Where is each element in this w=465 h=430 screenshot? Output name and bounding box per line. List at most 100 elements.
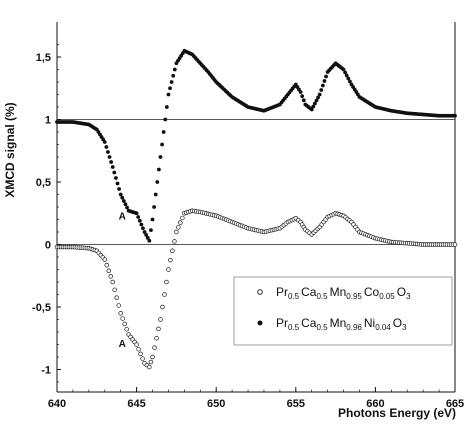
series-0-point-50 bbox=[154, 336, 159, 341]
series-open-circles bbox=[54, 208, 458, 370]
series-1-point-63 bbox=[155, 180, 160, 184]
y-ticks: 1,5 1 0,5 0 -0,5 -1 bbox=[32, 44, 61, 383]
series-1-point-64 bbox=[156, 167, 161, 172]
series-0-point-28 bbox=[110, 279, 115, 285]
series-1-point-161 bbox=[311, 104, 316, 109]
series-1-point-65 bbox=[158, 155, 163, 159]
series-0-point-30 bbox=[114, 295, 119, 300]
series-0-point-60 bbox=[174, 229, 179, 235]
series-0-point-57 bbox=[168, 257, 173, 263]
legend-box bbox=[233, 276, 453, 346]
series-0-point-29 bbox=[112, 287, 117, 293]
legend: Pr0.5 Ca0.5 Mn0.95 Co0.05 O3 Pr0.5 Ca0.5 Mn0.9… bbox=[233, 276, 453, 346]
y-tick-label-1: 1 bbox=[45, 115, 51, 127]
annotation-1: A bbox=[119, 339, 126, 350]
x-ticks: 640 645 650 655 660 665 bbox=[48, 387, 464, 410]
series-1-point-70 bbox=[166, 92, 171, 97]
series-0-point-200 bbox=[452, 242, 458, 247]
series-1-point-55 bbox=[142, 230, 147, 234]
series-1-point-33 bbox=[107, 155, 112, 159]
series-0-point-41 bbox=[136, 346, 141, 352]
series-0-point-52 bbox=[158, 317, 163, 322]
legend-label-0: Pr0.5 Ca0.5 Mn0.95 Co0.05 O3 bbox=[276, 285, 411, 301]
series-0-point-34 bbox=[122, 321, 127, 327]
x-tick-label-4: 660 bbox=[366, 398, 384, 410]
x-tick-label-3: 655 bbox=[287, 398, 305, 410]
y-tick-label-5: -1 bbox=[41, 365, 51, 377]
series-1-point-41 bbox=[120, 195, 125, 200]
y-tick-label-0: 1,5 bbox=[36, 52, 51, 64]
series-1-point-57 bbox=[145, 235, 150, 240]
series-1-point-155 bbox=[301, 98, 306, 103]
series-1-point-153 bbox=[298, 90, 303, 94]
series-0-point-25 bbox=[104, 262, 109, 268]
series-0-point-31 bbox=[116, 303, 121, 308]
series-filled-circles bbox=[55, 48, 457, 243]
series-0-point-59 bbox=[172, 239, 177, 244]
series-1-point-44 bbox=[125, 205, 129, 210]
y-tick-label-3: 0 bbox=[45, 240, 51, 252]
series-1-point-169 bbox=[324, 74, 328, 79]
series-0-point-35 bbox=[124, 326, 129, 332]
annotation-0: A bbox=[119, 212, 126, 223]
series-1-point-43 bbox=[123, 202, 128, 207]
annotations: AA bbox=[119, 212, 126, 351]
series-1-point-69 bbox=[164, 105, 169, 109]
x-tick-label-0: 640 bbox=[48, 398, 66, 410]
series-1-point-168 bbox=[322, 79, 327, 83]
y-tick-label-2: 0,5 bbox=[36, 177, 51, 189]
series-0-point-47 bbox=[148, 359, 154, 365]
series-1-point-68 bbox=[163, 117, 168, 122]
series-0-point-53 bbox=[160, 304, 165, 310]
series-0-point-62 bbox=[178, 220, 183, 225]
series-1-point-72 bbox=[169, 80, 174, 84]
series-1-point-51 bbox=[136, 215, 141, 219]
series-1-point-53 bbox=[139, 222, 144, 227]
series-1-point-52 bbox=[137, 218, 142, 223]
series-0-point-55 bbox=[164, 279, 169, 285]
series-0-point-42 bbox=[138, 351, 143, 357]
series-1-point-35 bbox=[110, 165, 115, 169]
series-0-point-33 bbox=[120, 316, 125, 321]
series-0-point-46 bbox=[147, 364, 152, 370]
legend-marker-filled bbox=[257, 320, 263, 326]
series-1-point-166 bbox=[319, 88, 324, 92]
series-1-point-160 bbox=[309, 107, 314, 112]
series-1-point-66 bbox=[160, 142, 164, 147]
series-1-point-58 bbox=[147, 238, 152, 243]
series-1-point-59 bbox=[149, 228, 153, 233]
series-0-point-24 bbox=[102, 257, 108, 262]
series-1-point-167 bbox=[320, 83, 325, 88]
reference-lines bbox=[57, 119, 455, 245]
series-0-point-63 bbox=[180, 215, 185, 221]
series-1-point-37 bbox=[114, 176, 118, 180]
series-1-point-40 bbox=[118, 192, 123, 197]
series-1-point-36 bbox=[112, 170, 117, 175]
series-1-point-71 bbox=[168, 86, 172, 91]
series-1-point-42 bbox=[121, 199, 126, 203]
series-1-point-162 bbox=[313, 101, 317, 106]
series-1-point-31 bbox=[104, 145, 109, 149]
series-0-point-27 bbox=[108, 274, 113, 279]
y-tick-label-4: -0,5 bbox=[32, 302, 51, 314]
legend-marker-open bbox=[257, 289, 263, 295]
x-axis-title: Photons Energy (eV) bbox=[338, 406, 456, 420]
series-1-point-62 bbox=[153, 192, 158, 197]
series-0-point-43 bbox=[140, 356, 145, 361]
series-1-point-67 bbox=[161, 130, 166, 134]
series-1-point-165 bbox=[317, 92, 322, 97]
series-1-point-61 bbox=[152, 205, 157, 209]
series-1-point-181 bbox=[343, 70, 348, 75]
series-1-point-180 bbox=[341, 67, 346, 72]
series-1-point-30 bbox=[102, 140, 107, 144]
series-1-point-73 bbox=[171, 73, 176, 78]
series-1-point-182 bbox=[344, 73, 349, 78]
series-1-point-56 bbox=[144, 233, 149, 237]
series-1-point-60 bbox=[150, 217, 155, 222]
legend-label-1: Pr0.5 Ca0.5 Mn0.96 Ni0.04 O3 bbox=[276, 316, 407, 332]
series-0-point-51 bbox=[156, 326, 161, 332]
x-tick-label-2: 650 bbox=[207, 398, 225, 410]
series-0-point-32 bbox=[118, 311, 123, 316]
series-0-point-58 bbox=[170, 248, 175, 254]
